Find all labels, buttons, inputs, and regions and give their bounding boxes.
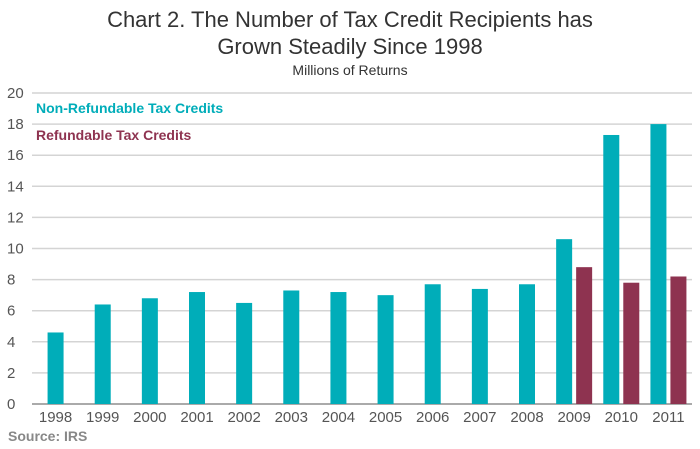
bar-refundable xyxy=(576,267,593,404)
bar-non-refundable xyxy=(556,239,573,404)
y-tick-label: 16 xyxy=(7,147,24,164)
y-tick-label: 2 xyxy=(7,365,15,382)
bar-non-refundable xyxy=(47,332,64,404)
y-tick-label: 4 xyxy=(7,334,15,351)
x-tick-label: 2003 xyxy=(275,409,308,426)
bar-non-refundable xyxy=(283,290,300,404)
chart-subtitle: Millions of Returns xyxy=(292,62,408,78)
x-tick-label: 2005 xyxy=(369,409,402,426)
bar-non-refundable xyxy=(471,288,488,404)
y-tick-label: 14 xyxy=(7,178,24,195)
x-tick-label: 2006 xyxy=(416,409,449,426)
bar-non-refundable xyxy=(377,295,394,404)
y-tick-label: 12 xyxy=(7,209,24,226)
x-tick-label: 2004 xyxy=(322,409,355,426)
x-tick-label: 2010 xyxy=(605,409,638,426)
chart-title-line-2: Grown Steadily Since 1998 xyxy=(217,34,483,59)
y-tick-label: 10 xyxy=(7,241,24,258)
bar-non-refundable xyxy=(603,134,620,405)
x-tick-label: 2011 xyxy=(652,409,684,426)
x-tick-label: 2001 xyxy=(180,409,213,426)
bar-refundable xyxy=(623,282,640,404)
y-tick-label: 20 xyxy=(7,85,24,102)
y-tick-label: 6 xyxy=(7,303,15,320)
bar-non-refundable xyxy=(141,298,158,404)
x-tick-label: 2000 xyxy=(133,409,166,426)
y-tick-label: 18 xyxy=(7,116,24,133)
legend-refundable: Refundable Tax Credits xyxy=(36,127,192,143)
bar-non-refundable xyxy=(519,284,535,404)
chart-title: Chart 2. The Number of Tax Credit Recipi… xyxy=(0,6,700,60)
x-tick-label: 2002 xyxy=(227,409,260,426)
source-note: Source: IRS xyxy=(8,428,88,444)
bar-non-refundable xyxy=(650,124,667,404)
x-tick-label: 2009 xyxy=(557,409,590,426)
y-tick-label: 0 xyxy=(7,396,15,413)
x-tick-label: 1999 xyxy=(86,409,119,426)
x-tick-label: 1998 xyxy=(39,409,72,426)
bar-non-refundable xyxy=(94,304,111,404)
chart-title-line-1: Chart 2. The Number of Tax Credit Recipi… xyxy=(107,7,593,32)
x-tick-label: 2007 xyxy=(463,409,496,426)
bar-non-refundable xyxy=(424,284,441,404)
y-tick-label: 8 xyxy=(7,272,15,289)
bar-non-refundable xyxy=(330,292,347,404)
x-tick-label: 2008 xyxy=(510,409,543,426)
bar-non-refundable xyxy=(236,302,253,404)
legend-non-refundable: Non-Refundable Tax Credits xyxy=(36,100,224,116)
bar-refundable xyxy=(670,276,687,404)
bar-non-refundable xyxy=(189,292,205,404)
